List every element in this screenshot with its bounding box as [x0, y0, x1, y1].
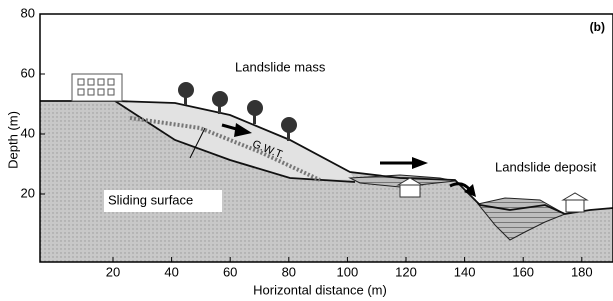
x-tick-label: 40 [164, 264, 178, 279]
x-tick-label: 100 [337, 264, 359, 279]
y-tick-label: 60 [21, 65, 35, 80]
x-tick-label: 120 [395, 264, 417, 279]
figure: (b) Landslide mass Sliding surface G.W.T… [0, 0, 613, 301]
ground [40, 101, 613, 262]
x-axis-title: Horizontal distance (m) [253, 282, 387, 297]
y-tick-label: 20 [21, 185, 35, 200]
x-tick-label: 160 [512, 264, 534, 279]
x-tick-label: 140 [454, 264, 476, 279]
x-tick-label: 80 [282, 264, 296, 279]
x-tick-label: 20 [106, 264, 120, 279]
y-tick-label: 80 [21, 5, 35, 20]
y-tick-label: 40 [21, 125, 35, 140]
x-tick-label: 180 [571, 264, 593, 279]
building [72, 74, 122, 101]
y-axis-title: Depth (m) [5, 111, 20, 169]
label: Landslide mass [235, 59, 326, 74]
panel-label: (b) [590, 20, 605, 34]
label: Landslide deposit [495, 159, 597, 174]
x-tick-label: 60 [223, 264, 237, 279]
label: Sliding surface [108, 192, 193, 207]
